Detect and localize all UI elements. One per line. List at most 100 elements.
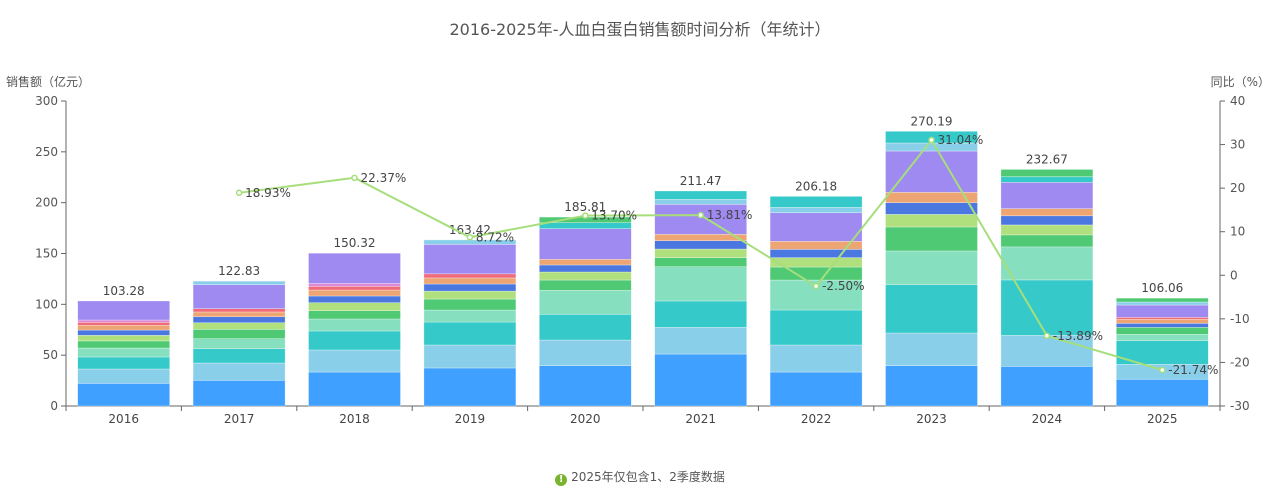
y2-tick-label: -20	[1230, 355, 1250, 369]
x-tick-label: 2020	[570, 412, 601, 426]
bar-segment	[308, 289, 401, 297]
bar-segment	[885, 202, 978, 215]
y2-tick-label: -30	[1230, 399, 1250, 413]
bar-segment	[308, 302, 401, 311]
x-tick-label: 2016	[108, 412, 139, 426]
yoy-label: -13.89%	[1053, 329, 1103, 343]
bar-segment	[192, 308, 286, 313]
bar-segment	[769, 207, 863, 214]
x-tick-label: 2025	[1147, 412, 1178, 426]
yoy-label: 22.37%	[361, 171, 407, 185]
bar-segment	[769, 309, 863, 346]
bar-segment	[538, 222, 632, 229]
bar-total-label: 163.42	[449, 223, 491, 237]
bar-segment	[192, 362, 286, 381]
bar-segment	[77, 335, 170, 342]
x-tick-label: 2019	[455, 412, 486, 426]
bar-segment	[77, 324, 170, 331]
y-tick-label: 50	[43, 348, 58, 362]
bar-segment	[885, 365, 978, 407]
bar-segment	[77, 347, 170, 358]
bar-segment	[192, 322, 286, 330]
bar-segment	[538, 258, 632, 266]
bar-segment	[654, 327, 748, 355]
bar-segment	[192, 284, 286, 310]
bar-segment	[192, 316, 286, 324]
bar-segment	[423, 298, 517, 311]
yoy-point	[351, 174, 358, 182]
yoy-label: 13.70%	[591, 209, 637, 223]
bar-segment	[1116, 378, 1209, 407]
bar-segment	[77, 383, 170, 407]
bar-segment	[308, 330, 401, 351]
y-tick-label: 250	[35, 145, 58, 159]
bar-segment	[1000, 176, 1094, 183]
bar-segment	[192, 338, 286, 349]
bar-segment	[885, 284, 978, 334]
y-tick-label: 300	[35, 94, 58, 108]
bar-total-label: 106.06	[1141, 281, 1183, 295]
bar-total-label: 211.47	[680, 174, 722, 188]
bar-segment	[308, 295, 401, 304]
y-tick-label: 100	[35, 297, 58, 311]
bar-segment	[1000, 366, 1094, 407]
yoy-point	[1159, 366, 1166, 374]
yoy-point	[235, 189, 243, 197]
yoy-label: -21.74%	[1168, 363, 1218, 377]
bar-segment	[538, 228, 632, 260]
bar-total-label: 206.18	[795, 179, 837, 193]
bar-segment	[1000, 208, 1094, 217]
bar-segment	[885, 214, 978, 228]
bar-segment	[423, 277, 517, 285]
bar-segment	[1000, 279, 1094, 336]
bar-segment	[654, 240, 748, 250]
bar-segment	[77, 356, 170, 370]
bar-segment	[1116, 318, 1209, 324]
x-tick-label: 2023	[916, 412, 947, 426]
y-tick-label: 0	[50, 399, 58, 413]
bar-segment	[423, 283, 517, 292]
y-tick-label: 150	[35, 247, 58, 261]
bar-segment	[654, 248, 748, 258]
bar-total-label: 122.83	[218, 264, 260, 278]
x-tick-label: 2018	[339, 412, 370, 426]
bar-total-label: 232.67	[1026, 152, 1068, 166]
yoy-label: 13.81%	[707, 208, 753, 222]
bar-segment	[77, 300, 170, 321]
bar-segment	[654, 199, 748, 205]
bar-segment	[308, 282, 401, 287]
bar-segment	[538, 290, 632, 315]
bar-segment	[1116, 301, 1209, 306]
bar-segment	[423, 309, 517, 323]
bar-segment	[192, 311, 286, 318]
bar-segment	[77, 319, 170, 323]
bar-segment	[1000, 246, 1094, 281]
y2-tick-label: 30	[1230, 138, 1245, 152]
yoy-point	[697, 211, 704, 219]
bar-segment	[1000, 182, 1094, 209]
bar-total-label: 185.81	[564, 200, 606, 214]
y2-tick-label: 20	[1230, 181, 1245, 195]
y2-tick-label: -10	[1230, 312, 1250, 326]
bar-segment	[77, 329, 170, 336]
bar-segment	[654, 353, 748, 407]
bar-segment	[885, 332, 978, 366]
bar-segment	[423, 290, 517, 300]
bar-segment	[654, 257, 748, 268]
bar-segment	[1000, 169, 1094, 178]
bar-segment	[308, 252, 401, 284]
bar-segment	[1116, 334, 1209, 342]
bar-segment	[308, 371, 401, 407]
yoy-point	[812, 282, 820, 290]
yoy-point	[928, 136, 935, 144]
yoy-point	[1043, 332, 1051, 340]
bar-segment	[192, 280, 286, 286]
bar-segment	[1000, 234, 1094, 248]
bar-segment	[538, 279, 632, 291]
footer-text: 2025年仅包含1、2季度数据	[571, 470, 725, 484]
bar-segment	[77, 322, 170, 326]
bar-segment	[769, 266, 863, 281]
bar-segment	[192, 379, 286, 407]
bar-segment	[1000, 335, 1094, 367]
bar-segment	[192, 348, 286, 364]
